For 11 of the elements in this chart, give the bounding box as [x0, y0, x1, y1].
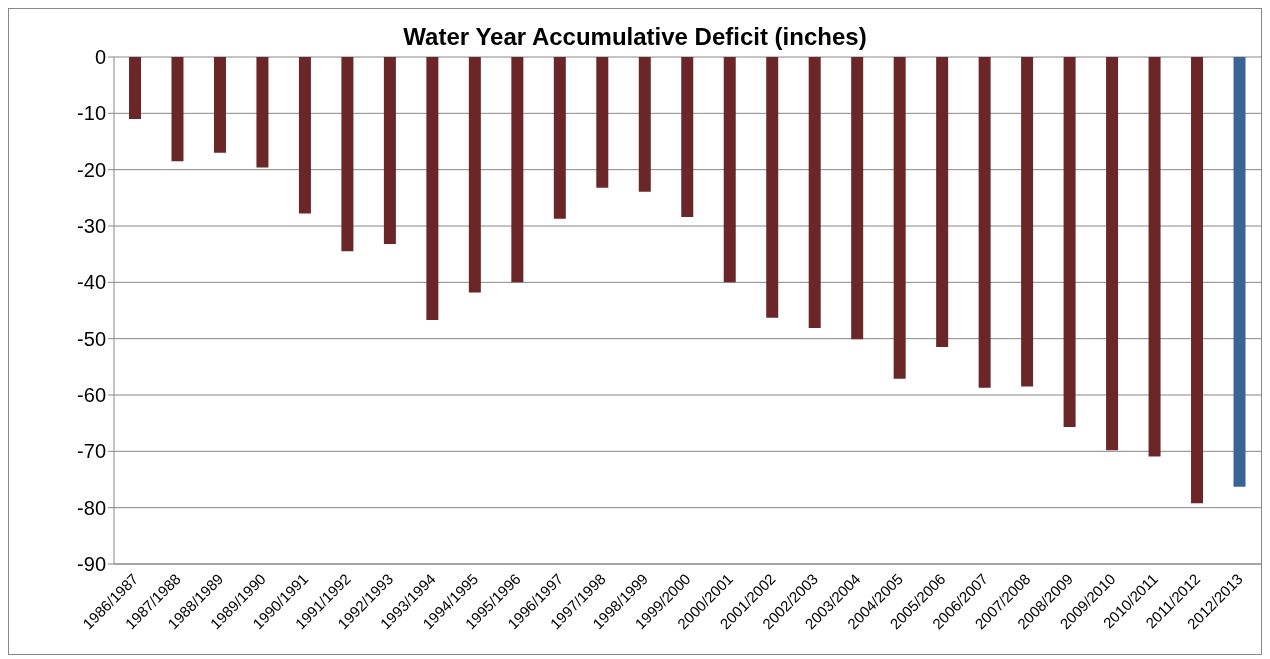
chart-title: Water Year Accumulative Deficit (inches) — [403, 23, 867, 50]
y-tick-label: -40 — [77, 271, 106, 294]
y-tick-label: -20 — [77, 158, 106, 181]
y-tick-label: -80 — [77, 496, 106, 519]
y-tick-label: -70 — [77, 440, 106, 463]
y-tick-label: -10 — [77, 102, 106, 125]
y-tick-label: -90 — [77, 553, 106, 576]
y-tick-label: -50 — [77, 327, 106, 350]
y-tick-label: 0 — [94, 46, 106, 69]
y-tick-label: -60 — [77, 384, 106, 407]
y-tick-label: -30 — [77, 215, 106, 238]
